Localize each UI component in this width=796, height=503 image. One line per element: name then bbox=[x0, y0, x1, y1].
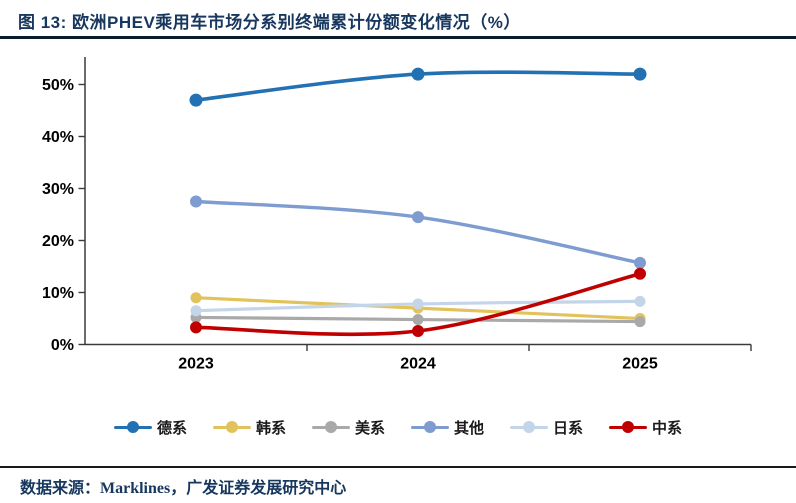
data-point bbox=[190, 292, 202, 304]
y-tick-label: 0% bbox=[51, 337, 74, 354]
data-point bbox=[634, 256, 646, 269]
data-point bbox=[634, 316, 646, 328]
legend-label: 其他 bbox=[454, 420, 485, 437]
figure-title: 图 13: 欧洲PHEV乘用车市场分系别终端累计份额变化情况（%） bbox=[18, 13, 521, 32]
data-point bbox=[412, 298, 424, 310]
data-source: 数据来源：Marklines，广发证券发展研究中心 bbox=[20, 480, 347, 497]
data-point bbox=[189, 93, 203, 107]
legend-line-marker-icon bbox=[311, 421, 350, 433]
data-point bbox=[411, 67, 425, 81]
legend-label: 日系 bbox=[553, 420, 584, 437]
legend-item: 中系 bbox=[609, 417, 682, 438]
data-point bbox=[190, 195, 202, 208]
y-tick-label: 10% bbox=[42, 285, 74, 302]
legend-item: 日系 bbox=[510, 417, 583, 438]
legend-line-marker-icon bbox=[212, 421, 251, 433]
y-tick-label: 20% bbox=[42, 233, 74, 250]
legend-item: 德系 bbox=[113, 417, 187, 438]
x-tick-label: 2024 bbox=[400, 356, 436, 373]
legend-label: 中系 bbox=[652, 420, 683, 437]
y-tick-label: 30% bbox=[42, 181, 74, 198]
legend-label: 韩系 bbox=[255, 420, 286, 437]
legend-item: 其他 bbox=[411, 417, 484, 438]
chart-legend: 德系 韩系 美系 其他 日系 中系 bbox=[0, 414, 796, 440]
data-point bbox=[190, 305, 202, 317]
legend-line-marker-icon bbox=[113, 421, 152, 433]
data-point bbox=[634, 267, 646, 280]
legend-line-marker-icon bbox=[411, 421, 449, 433]
data-point bbox=[412, 211, 424, 224]
title-divider bbox=[0, 36, 796, 39]
legend-label: 美系 bbox=[354, 420, 385, 437]
series-line bbox=[194, 199, 642, 265]
x-tick-label: 2023 bbox=[178, 356, 214, 373]
y-tick-label: 40% bbox=[42, 129, 74, 146]
y-tick-label: 50% bbox=[42, 77, 74, 94]
legend-item: 美系 bbox=[311, 417, 385, 438]
data-point bbox=[633, 67, 647, 81]
legend-label: 德系 bbox=[156, 420, 187, 437]
legend-item: 韩系 bbox=[212, 417, 286, 438]
data-point bbox=[634, 295, 646, 307]
x-tick-label: 2025 bbox=[622, 356, 658, 373]
legend-line-marker-icon bbox=[609, 421, 648, 433]
data-point bbox=[412, 324, 424, 337]
data-point bbox=[412, 314, 424, 326]
data-point bbox=[190, 321, 202, 334]
legend-line-marker-icon bbox=[510, 421, 549, 433]
footer-divider bbox=[0, 466, 796, 468]
